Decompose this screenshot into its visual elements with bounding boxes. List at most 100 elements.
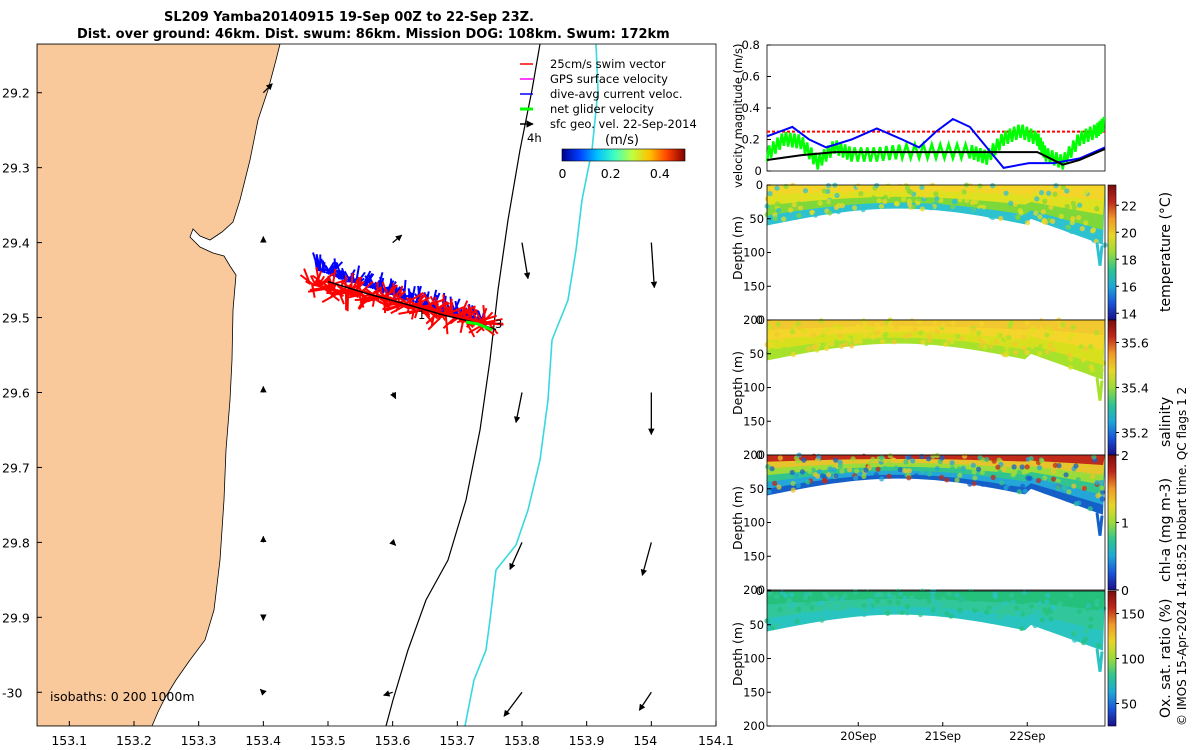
section-point bbox=[974, 343, 980, 349]
section-point bbox=[970, 462, 976, 468]
section-point bbox=[1048, 616, 1054, 622]
section-point bbox=[1075, 477, 1081, 483]
section-point bbox=[949, 460, 955, 466]
section-point bbox=[1094, 220, 1100, 226]
section-point bbox=[934, 196, 940, 202]
section-point bbox=[1080, 357, 1087, 363]
section-point bbox=[917, 611, 924, 618]
velocity-y-tick-label: 0 bbox=[755, 164, 762, 178]
section-point bbox=[870, 456, 876, 462]
section-point bbox=[1035, 477, 1042, 484]
section-point bbox=[999, 347, 1005, 353]
section-point bbox=[1024, 320, 1030, 326]
section-point bbox=[861, 318, 867, 324]
section-point bbox=[1094, 601, 1100, 607]
section-point bbox=[875, 466, 881, 472]
section-point bbox=[1028, 456, 1034, 462]
section-point bbox=[1033, 210, 1039, 216]
section-point bbox=[807, 333, 813, 339]
section-point bbox=[833, 323, 839, 329]
section-point bbox=[1094, 330, 1100, 336]
velocity-y-tick-label: 0.8 bbox=[742, 38, 760, 52]
section-point bbox=[885, 610, 891, 616]
section-point bbox=[1070, 215, 1076, 222]
section-point bbox=[767, 191, 773, 197]
section-point bbox=[796, 212, 802, 219]
section-point bbox=[1052, 191, 1058, 197]
section-point bbox=[957, 472, 963, 478]
section-point bbox=[790, 329, 796, 335]
section-point bbox=[837, 324, 843, 330]
section-point bbox=[818, 318, 824, 324]
geo-vector-field bbox=[259, 83, 658, 717]
section-point bbox=[887, 321, 893, 327]
depth-tick-label: 150 bbox=[743, 279, 765, 293]
section-point bbox=[788, 592, 795, 598]
depth-tick-label: 150 bbox=[743, 549, 765, 563]
colorbar-tick-label: 22 bbox=[1121, 198, 1137, 213]
section-point bbox=[973, 199, 979, 205]
section-point bbox=[826, 472, 832, 478]
section-point bbox=[968, 588, 974, 595]
section-point bbox=[940, 606, 946, 613]
section-point bbox=[807, 468, 813, 474]
section-point bbox=[867, 604, 873, 610]
section-point bbox=[863, 467, 869, 473]
section-point bbox=[928, 205, 934, 211]
section-point bbox=[904, 610, 910, 616]
section-colorbar bbox=[1107, 319, 1117, 456]
section-point bbox=[906, 468, 912, 474]
section-point bbox=[817, 330, 823, 336]
geo-vector bbox=[513, 392, 523, 424]
section-point bbox=[969, 184, 975, 191]
section-point bbox=[1006, 334, 1012, 341]
geo-vector bbox=[392, 234, 403, 244]
section-point bbox=[952, 198, 959, 204]
y-tick-label: 29.6 bbox=[2, 385, 30, 400]
section-point bbox=[1012, 341, 1018, 347]
section-point bbox=[977, 336, 983, 342]
section-tail bbox=[1095, 512, 1104, 536]
section-point bbox=[1066, 489, 1072, 495]
section-point bbox=[1040, 209, 1046, 215]
colorbar-tick-label: 35.6 bbox=[1121, 336, 1149, 351]
section-point bbox=[802, 594, 809, 601]
section-point bbox=[955, 333, 961, 340]
section-point bbox=[837, 333, 843, 339]
velocity-series bbox=[766, 117, 1106, 169]
section-point bbox=[957, 197, 963, 203]
x-tick-label: 153.7 bbox=[439, 733, 475, 748]
section-point bbox=[1046, 190, 1052, 196]
section-point bbox=[873, 472, 879, 478]
section-point bbox=[790, 480, 796, 487]
depth-tick-label: 50 bbox=[749, 618, 764, 632]
section-point bbox=[1025, 475, 1031, 481]
section-point bbox=[1013, 194, 1019, 201]
depth-tick-label: 0 bbox=[756, 313, 763, 327]
date-tick-label: 21Sep bbox=[925, 729, 961, 743]
x-tick-label: 153.4 bbox=[245, 733, 281, 748]
section-point bbox=[1036, 350, 1043, 357]
section-point bbox=[790, 601, 796, 607]
section-point bbox=[1076, 214, 1082, 221]
section-point bbox=[811, 453, 817, 459]
x-tick-label: 153.2 bbox=[116, 733, 152, 748]
section-point bbox=[934, 329, 940, 335]
section-point bbox=[767, 324, 773, 330]
section-point bbox=[990, 183, 996, 189]
section-point bbox=[834, 192, 840, 199]
section-point bbox=[949, 465, 955, 472]
section-point bbox=[1078, 344, 1084, 350]
section-point bbox=[1004, 350, 1010, 356]
x-tick-label: 153.3 bbox=[181, 733, 217, 748]
section-point bbox=[959, 335, 965, 342]
section-point bbox=[791, 202, 797, 208]
section-point bbox=[772, 480, 778, 486]
section-point bbox=[846, 467, 853, 473]
section-point bbox=[861, 473, 867, 479]
section-point bbox=[999, 480, 1005, 486]
section-point bbox=[1071, 204, 1077, 211]
section-point bbox=[939, 455, 945, 461]
section-point bbox=[779, 337, 785, 343]
section-point bbox=[765, 464, 771, 470]
